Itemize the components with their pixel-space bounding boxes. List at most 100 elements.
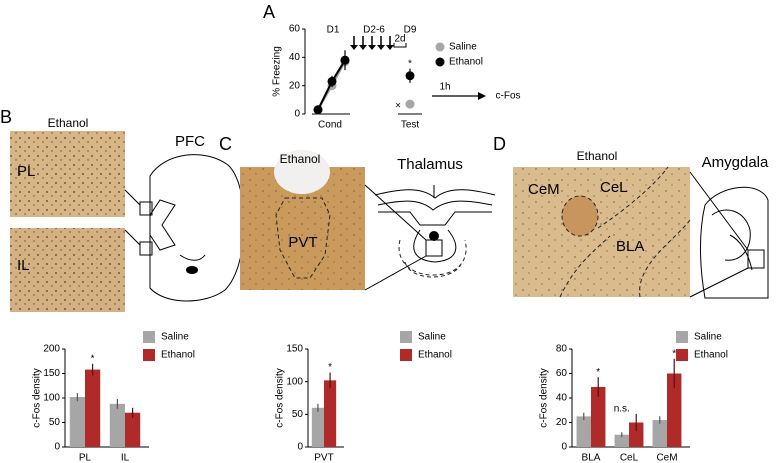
y-axis-label: c-Fos density	[275, 368, 286, 427]
region-label: CeL	[600, 179, 628, 196]
y-tick-label: 200	[43, 344, 60, 355]
bar	[324, 380, 337, 447]
y-tick-label: 40	[289, 52, 301, 63]
region-label: CeM	[528, 181, 560, 198]
bar	[667, 373, 682, 447]
panel-letter: B	[0, 107, 12, 127]
legend-label: Saline	[418, 332, 446, 343]
x-tick-label: IL	[121, 453, 130, 463]
annotation: 1h	[439, 82, 450, 93]
data-point	[313, 105, 323, 115]
cem-area	[562, 196, 598, 236]
legend-swatch	[143, 331, 155, 343]
region-outline	[559, 166, 691, 298]
region-label: IL	[17, 257, 30, 274]
y-tick-label: 150	[286, 344, 303, 355]
bar	[125, 412, 141, 447]
schematic-lines	[364, 184, 435, 291]
schematic-box	[425, 239, 443, 257]
annotation: D1	[327, 25, 340, 36]
y-tick-label: 50	[49, 417, 61, 428]
significance: *	[328, 362, 332, 373]
y-tick-label: 60	[289, 24, 301, 35]
annotation: c-Fos	[496, 91, 521, 102]
significance: *	[91, 353, 95, 364]
legend-marker	[435, 57, 445, 67]
legend-label: Ethanol	[694, 350, 728, 361]
significance: *	[408, 58, 412, 69]
x-group-label: Test	[401, 120, 420, 131]
y-tick-label: 50	[292, 409, 304, 420]
y-tick-label: 80	[556, 344, 568, 355]
legend-label: Ethanol	[161, 350, 195, 361]
schematic-label: Amygdala	[702, 154, 769, 171]
y-tick-label: 0	[54, 442, 60, 453]
significance: *	[596, 367, 600, 378]
annotation: D9	[404, 25, 417, 36]
bar	[311, 407, 324, 447]
legend-swatch	[400, 331, 412, 343]
bar	[629, 422, 644, 447]
y-tick-label: 20	[556, 417, 568, 428]
annotation: D2-6	[363, 25, 385, 36]
legend-label: Saline	[694, 332, 722, 343]
region-outline	[561, 195, 599, 237]
region-outline	[275, 197, 331, 279]
data-point	[405, 71, 415, 81]
y-tick-label: 20	[289, 80, 301, 91]
bar	[614, 434, 629, 447]
legend-marker	[435, 42, 445, 52]
data-point	[327, 76, 337, 86]
micrograph-cells	[10, 131, 125, 217]
y-axis-label: c-Fos density	[539, 368, 550, 427]
y-tick-label: 100	[286, 376, 303, 387]
arrow-head	[478, 92, 486, 100]
annotation: 2d	[394, 34, 405, 45]
schematic-box	[747, 249, 765, 269]
region-label: BLA	[616, 238, 644, 255]
schematic-outline	[398, 239, 467, 278]
data-point	[340, 55, 350, 65]
arrow-heads	[350, 45, 394, 50]
x-group-label: Cond	[318, 120, 342, 131]
y-axis-label: % Freezing	[272, 46, 283, 97]
schematic-label: Thalamus	[397, 156, 463, 173]
panel-letter: C	[219, 134, 232, 154]
y-tick-label: 150	[43, 368, 60, 379]
y-tick-label: 40	[556, 393, 568, 404]
legend-label: Saline	[161, 332, 189, 343]
schematic-label: PFC	[175, 133, 205, 150]
x-tick-label: CeM	[656, 453, 677, 463]
x-tick-label: BLA	[582, 453, 601, 463]
bracket	[393, 43, 407, 48]
legend-swatch	[400, 349, 412, 361]
legend-label: Ethanol	[449, 57, 483, 68]
panel-letter: D	[493, 134, 506, 154]
y-tick-label: 0	[294, 109, 300, 120]
ventricle	[274, 150, 330, 194]
y-axis-label: c-Fos density	[32, 368, 43, 427]
region-label: PVT	[288, 234, 317, 251]
significance: n.s.	[614, 404, 630, 415]
annotation: ×	[395, 101, 401, 112]
schematic	[149, 154, 245, 302]
micrograph-cells	[10, 228, 125, 312]
legend-swatch	[143, 349, 155, 361]
image-title: Ethanol	[48, 116, 89, 130]
bar	[591, 386, 606, 447]
schematic-pvt	[429, 231, 439, 241]
y-tick-label: 100	[43, 393, 60, 404]
x-tick-label: PL	[79, 453, 92, 463]
data-point	[405, 99, 415, 109]
region-label: PL	[17, 163, 35, 180]
y-tick-label: 0	[561, 442, 567, 453]
schematic-lines	[689, 171, 749, 298]
panel-letter: A	[263, 2, 275, 22]
schematic-ventricle	[186, 266, 198, 274]
significance: *	[672, 348, 676, 359]
image-title: Ethanol	[280, 152, 321, 166]
schematic-box	[124, 189, 153, 256]
bar	[109, 403, 125, 447]
y-tick-label: 60	[556, 368, 568, 379]
